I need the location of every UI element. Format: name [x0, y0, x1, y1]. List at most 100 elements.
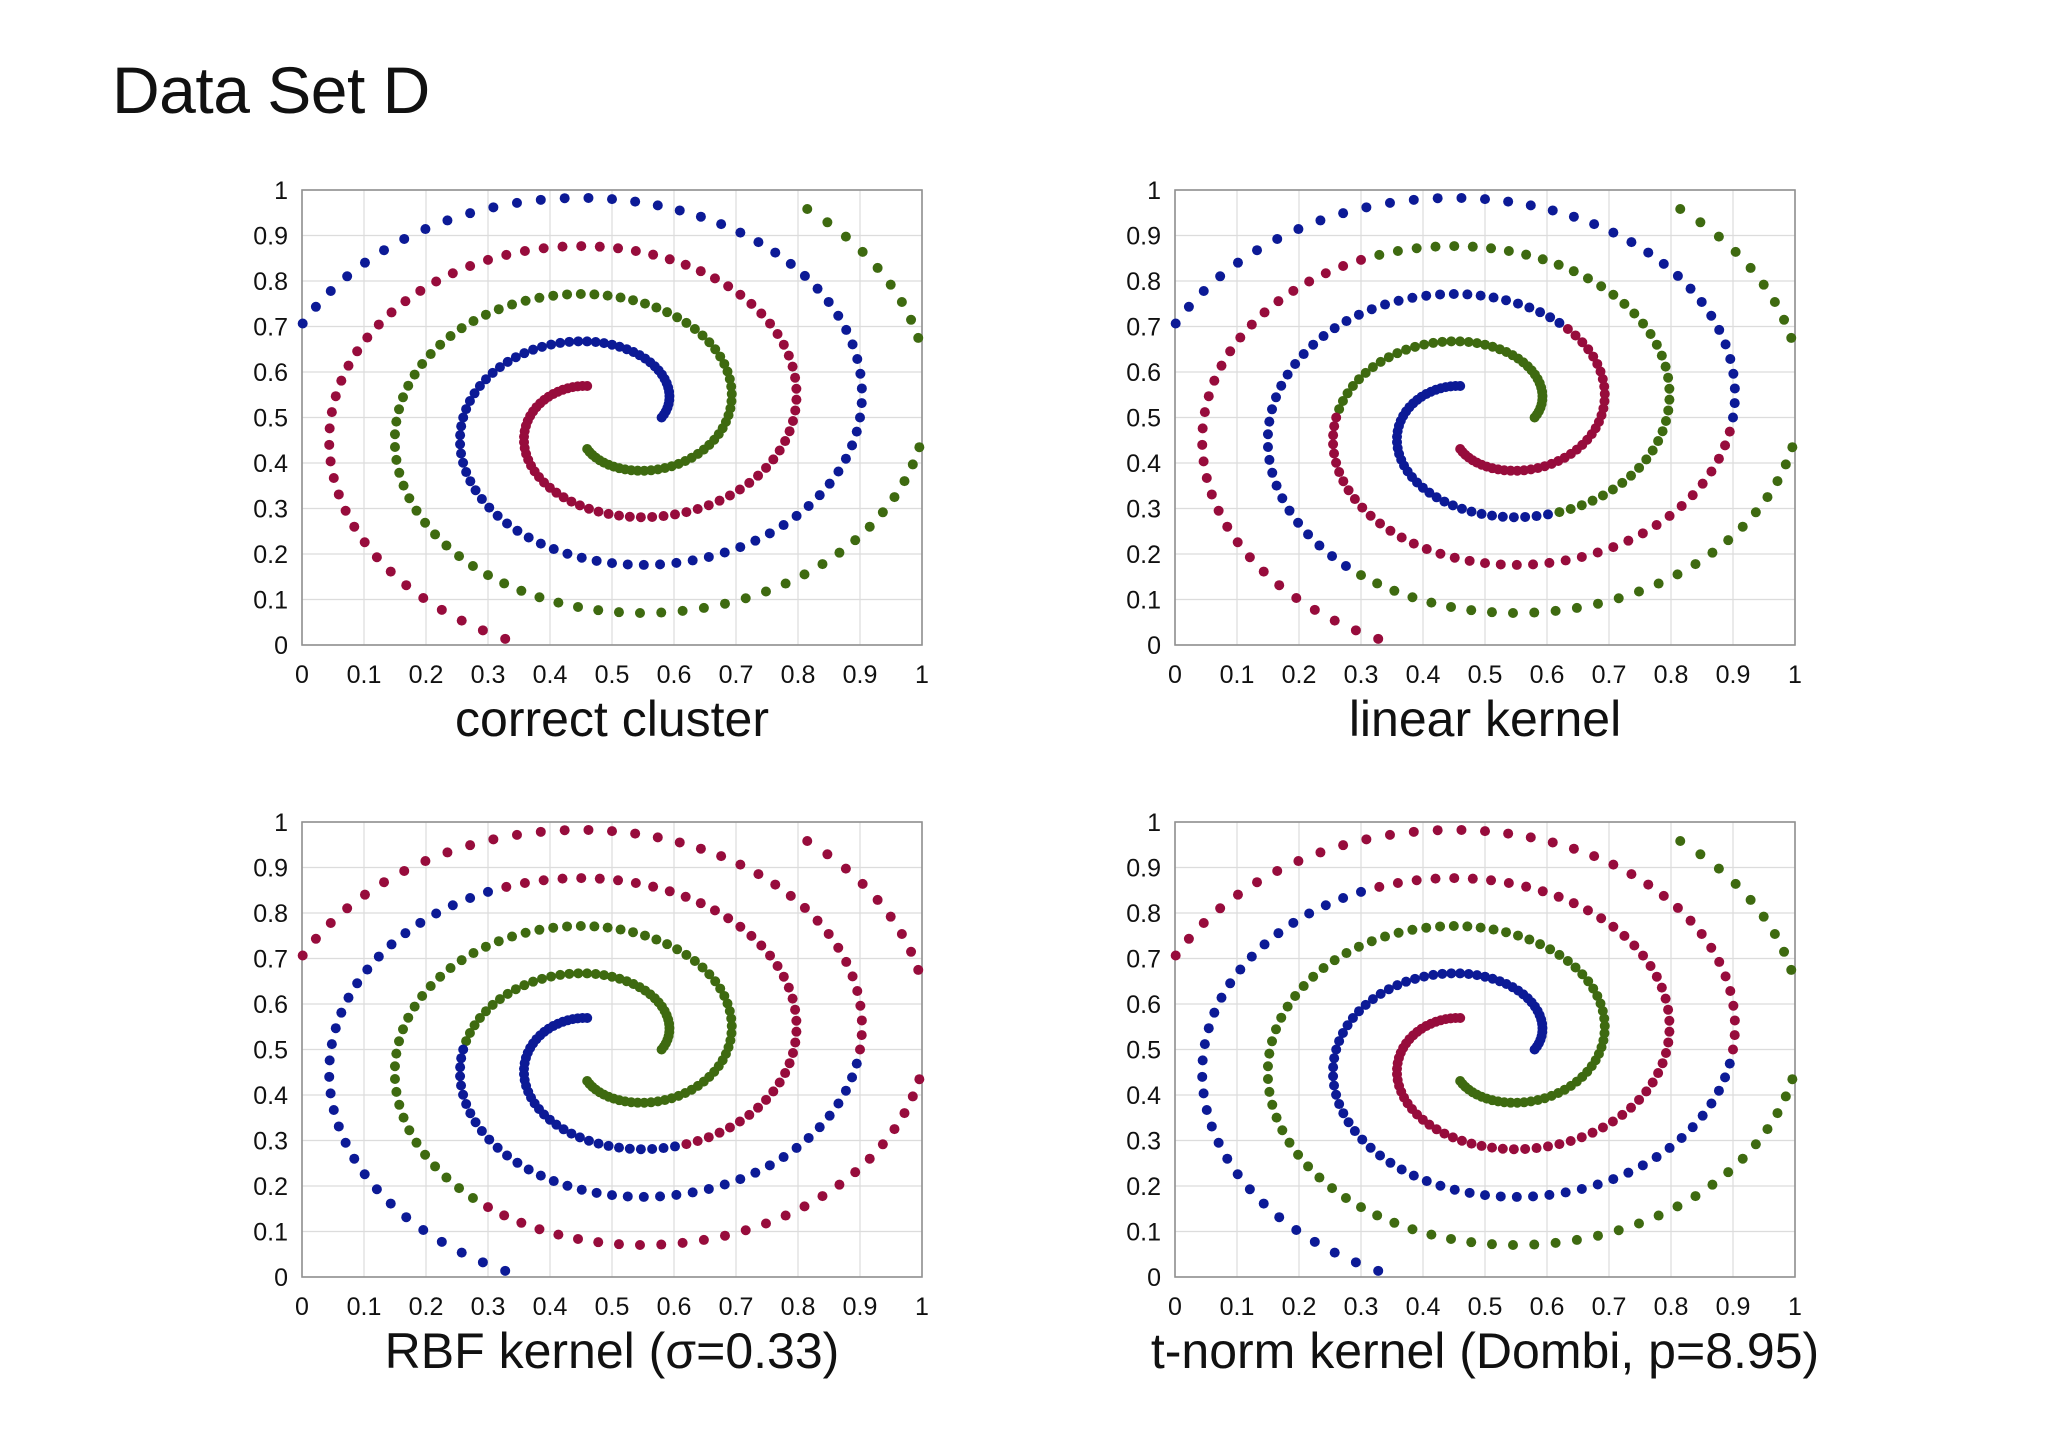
data-point: [1645, 329, 1656, 340]
data-point: [1435, 1180, 1446, 1191]
data-point: [1277, 1125, 1288, 1136]
data-point: [1353, 941, 1364, 952]
data-point: [1421, 922, 1432, 933]
x-tick-label: 0.7: [719, 1293, 754, 1321]
data-point: [603, 1140, 614, 1151]
data-point: [1421, 1176, 1432, 1187]
data-point: [710, 344, 721, 355]
data-point: [548, 1176, 559, 1187]
data-point: [564, 336, 575, 347]
data-point: [726, 396, 737, 407]
data-point: [1568, 843, 1579, 854]
data-point: [913, 332, 924, 343]
data-point: [1780, 459, 1791, 470]
data-point: [857, 878, 868, 889]
data-point: [1786, 332, 1797, 343]
data-point: [1672, 1201, 1683, 1212]
data-point: [783, 350, 794, 361]
data-point: [671, 1189, 682, 1200]
data-point: [1487, 1142, 1498, 1153]
data-point: [1583, 976, 1594, 987]
data-point: [465, 1108, 476, 1119]
data-point: [790, 1037, 801, 1048]
data-point: [1277, 493, 1288, 504]
data-point: [1658, 258, 1669, 269]
data-point: [1334, 1099, 1345, 1110]
data-point: [1298, 349, 1309, 360]
data-point: [566, 496, 577, 507]
data-point: [1385, 1157, 1396, 1168]
data-point: [651, 302, 662, 313]
data-point: [1309, 1236, 1320, 1247]
x-tick-label: 0.3: [471, 661, 506, 689]
data-point: [855, 1000, 866, 1011]
data-point: [1360, 999, 1371, 1010]
data-point: [1314, 540, 1325, 551]
data-point: [719, 598, 730, 609]
data-point: [1264, 454, 1275, 465]
data-point: [1315, 215, 1326, 226]
data-point: [512, 525, 523, 536]
data-point: [403, 380, 414, 391]
data-point: [1401, 976, 1412, 987]
data-point: [635, 1144, 646, 1155]
data-point: [1463, 337, 1474, 348]
data-point: [394, 1036, 405, 1047]
data-point: [582, 336, 593, 347]
data-point: [420, 224, 431, 235]
data-point: [476, 1126, 487, 1137]
data-point: [906, 314, 917, 325]
data-point: [1672, 902, 1683, 913]
data-point: [1657, 426, 1668, 437]
data-point: [349, 1153, 360, 1164]
data-point: [409, 369, 420, 380]
data-point: [1349, 494, 1360, 505]
data-point: [648, 249, 659, 260]
data-point: [652, 832, 663, 843]
y-tick-label: 0.4: [253, 450, 288, 478]
data-point: [1340, 1192, 1351, 1203]
data-point: [906, 946, 917, 957]
data-point: [1520, 1143, 1531, 1154]
data-point: [744, 1109, 755, 1120]
data-point: [614, 973, 625, 984]
data-point: [330, 391, 341, 402]
series-spiral-3-middle: [389, 289, 692, 571]
data-point: [1408, 826, 1419, 837]
data-point: [435, 971, 446, 982]
data-point: [501, 881, 512, 892]
data-point: [1480, 558, 1490, 569]
data-point: [1787, 1074, 1798, 1085]
data-point: [735, 227, 746, 238]
series-spiral-2-inner: [519, 1012, 680, 1155]
data-point: [1713, 863, 1724, 874]
series-spiral-1-middle: [455, 412, 862, 570]
data-point: [546, 339, 557, 350]
data-point: [501, 249, 512, 260]
data-point: [576, 1184, 587, 1195]
data-point: [1258, 566, 1269, 577]
data-point: [799, 270, 810, 281]
data-point: [856, 1015, 867, 1026]
data-point: [799, 902, 810, 913]
data-point: [403, 1012, 414, 1023]
data-point: [1503, 245, 1514, 256]
data-point: [394, 467, 405, 478]
data-point: [555, 337, 566, 348]
data-point: [1664, 383, 1675, 394]
data-point: [1524, 302, 1535, 313]
data-point: [1577, 337, 1588, 348]
data-point: [1198, 456, 1209, 467]
data-point: [1589, 851, 1600, 862]
data-point: [1435, 921, 1446, 932]
data-point: [1338, 261, 1349, 272]
x-tick-label: 0.3: [1344, 1293, 1379, 1321]
data-point: [326, 1039, 337, 1050]
data-point: [519, 348, 530, 359]
data-point: [1357, 1134, 1368, 1145]
data-point: [1341, 316, 1352, 327]
data-point: [398, 1112, 409, 1123]
data-point: [1244, 552, 1255, 563]
series-spiral-2-middle: [1374, 241, 1675, 518]
x-tick-label: 0.8: [781, 1293, 816, 1321]
